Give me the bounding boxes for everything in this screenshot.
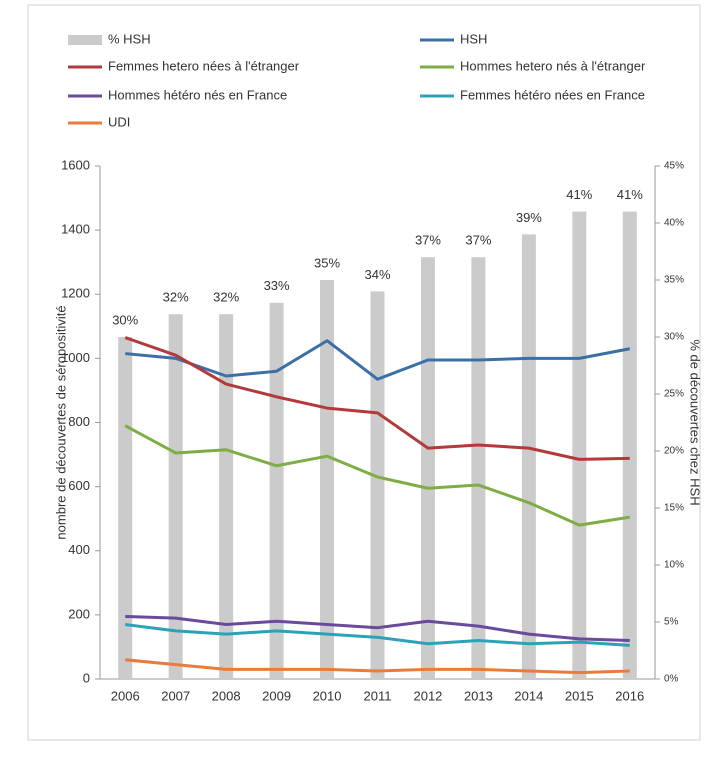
y2-tick-label: 15% — [664, 503, 684, 514]
bar — [168, 314, 183, 679]
legend-swatch — [68, 35, 102, 45]
x-tick-label: 2014 — [514, 688, 543, 703]
x-tick-label: 2011 — [364, 688, 392, 703]
legend-label: Hommes hetero nés à l'étranger — [460, 58, 646, 73]
y-tick-label: 1400 — [61, 222, 90, 237]
y2-tick-label: 45% — [664, 161, 684, 172]
data-label: 41% — [566, 187, 592, 202]
data-label: 33% — [264, 278, 290, 293]
bar — [572, 211, 587, 679]
line — [125, 623, 630, 647]
line — [125, 614, 630, 643]
x-tick-label: 2006 — [111, 688, 140, 703]
y2-axis-label: % de découvertes chez HSH — [688, 339, 703, 505]
data-label: 30% — [112, 312, 138, 327]
bar — [219, 314, 234, 679]
bar — [622, 211, 637, 679]
y2-tick-label: 5% — [664, 617, 679, 628]
y-tick-label: 400 — [68, 542, 90, 557]
line — [125, 339, 631, 381]
x-tick-label: 2007 — [161, 688, 190, 703]
data-label: 34% — [364, 267, 390, 282]
data-label: 35% — [314, 255, 340, 270]
bar — [521, 234, 536, 679]
bar — [370, 291, 385, 679]
y-tick-label: 1600 — [61, 157, 90, 172]
legend-label: UDI — [108, 114, 130, 129]
data-label: 37% — [415, 233, 441, 248]
data-label: 32% — [213, 290, 239, 305]
y2-tick-label: 35% — [664, 275, 684, 286]
y2-tick-label: 40% — [664, 218, 684, 229]
legend-label: Femmes hétéro nées en France — [460, 87, 645, 102]
line — [125, 658, 630, 675]
legend-label: Hommes hétéro nés en France — [108, 87, 287, 102]
data-label: 41% — [617, 187, 643, 202]
line — [124, 424, 631, 527]
bar — [320, 280, 335, 679]
bar — [420, 257, 435, 679]
x-tick-label: 2009 — [262, 688, 291, 703]
x-tick-label: 2012 — [413, 688, 442, 703]
line — [124, 336, 630, 461]
data-label: 39% — [516, 210, 542, 225]
x-tick-label: 2016 — [615, 688, 644, 703]
frame — [27, 4, 701, 741]
y-tick-label: 600 — [68, 478, 90, 493]
y2-tick-label: 30% — [664, 332, 684, 343]
bar — [118, 337, 133, 679]
y-tick-label: 800 — [68, 414, 90, 429]
y2-tick-label: 0% — [664, 674, 679, 685]
y2-tick-label: 10% — [664, 560, 684, 571]
y2-tick-label: 20% — [664, 446, 684, 457]
x-tick-label: 2015 — [565, 688, 594, 703]
bar — [471, 257, 486, 679]
y-tick-label: 200 — [68, 606, 90, 621]
data-label: 32% — [163, 290, 189, 305]
x-tick-label: 2010 — [313, 688, 342, 703]
y-tick-label: 0 — [83, 670, 90, 685]
data-label: 37% — [465, 233, 491, 248]
legend-label: HSH — [460, 31, 487, 46]
x-tick-label: 2008 — [212, 688, 241, 703]
y-tick-label: 1000 — [61, 350, 90, 365]
legend-label: Femmes hetero nées à l'étranger — [108, 58, 300, 73]
y-axis-label: nombre de découvertes de séropositivité — [53, 305, 68, 539]
y2-tick-label: 25% — [664, 389, 684, 400]
legend-label: % HSH — [108, 31, 151, 46]
y-tick-label: 1200 — [61, 286, 90, 301]
x-tick-label: 2013 — [464, 688, 493, 703]
